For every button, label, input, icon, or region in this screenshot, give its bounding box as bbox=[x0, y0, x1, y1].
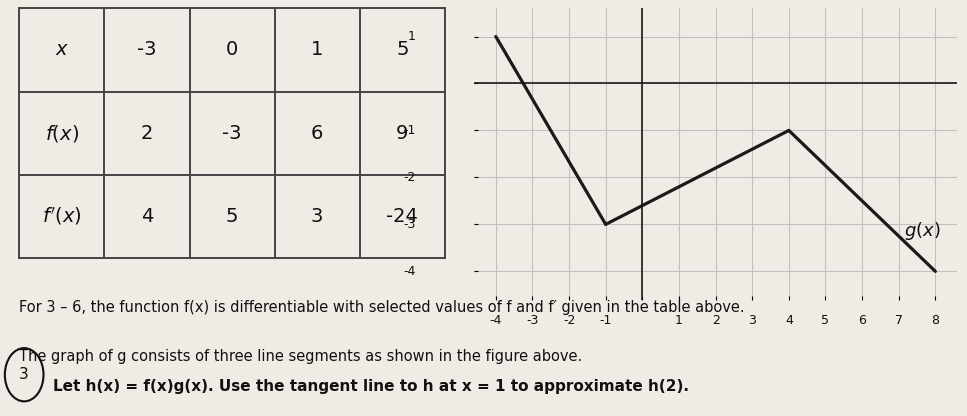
Text: 1: 1 bbox=[311, 40, 323, 59]
Text: 0: 0 bbox=[226, 40, 238, 59]
Text: -2: -2 bbox=[403, 171, 416, 184]
Text: 2: 2 bbox=[712, 314, 719, 327]
Text: 1: 1 bbox=[408, 30, 416, 43]
Text: $f(x)$: $f(x)$ bbox=[44, 123, 79, 144]
Text: 3: 3 bbox=[311, 207, 323, 226]
Text: 5: 5 bbox=[226, 207, 238, 226]
Text: 4: 4 bbox=[141, 207, 153, 226]
Text: -1: -1 bbox=[600, 314, 612, 327]
Text: -3: -3 bbox=[222, 124, 242, 143]
Text: The graph of g consists of three line segments as shown in the figure above.: The graph of g consists of three line se… bbox=[19, 349, 582, 364]
Text: $x$: $x$ bbox=[55, 40, 69, 59]
Text: -3: -3 bbox=[526, 314, 539, 327]
Text: 1: 1 bbox=[675, 314, 683, 327]
Text: -3: -3 bbox=[137, 40, 157, 59]
Text: 4: 4 bbox=[785, 314, 793, 327]
Text: For 3 – 6, the function f(x) is differentiable with selected values of f and f′ : For 3 – 6, the function f(x) is differen… bbox=[19, 300, 745, 314]
Text: -4: -4 bbox=[489, 314, 502, 327]
Text: -1: -1 bbox=[403, 124, 416, 137]
Text: 6: 6 bbox=[858, 314, 866, 327]
Text: 7: 7 bbox=[894, 314, 903, 327]
Text: -2: -2 bbox=[563, 314, 575, 327]
Text: 5: 5 bbox=[821, 314, 830, 327]
Text: 5: 5 bbox=[396, 40, 408, 59]
Text: 9: 9 bbox=[396, 124, 408, 143]
Text: 6: 6 bbox=[311, 124, 323, 143]
Text: 8: 8 bbox=[931, 314, 939, 327]
Text: $g(x)$: $g(x)$ bbox=[904, 220, 941, 243]
Text: Let h(x) = f(x)g(x). Use the tangent line to h at x = 1 to approximate h(2).: Let h(x) = f(x)g(x). Use the tangent lin… bbox=[53, 379, 689, 394]
Text: -3: -3 bbox=[403, 218, 416, 231]
Text: 3: 3 bbox=[748, 314, 756, 327]
Text: -24: -24 bbox=[387, 207, 418, 226]
Text: -4: -4 bbox=[403, 265, 416, 278]
Text: 2: 2 bbox=[141, 124, 153, 143]
Text: 3: 3 bbox=[19, 367, 29, 382]
Text: $f'(x)$: $f'(x)$ bbox=[42, 206, 82, 227]
